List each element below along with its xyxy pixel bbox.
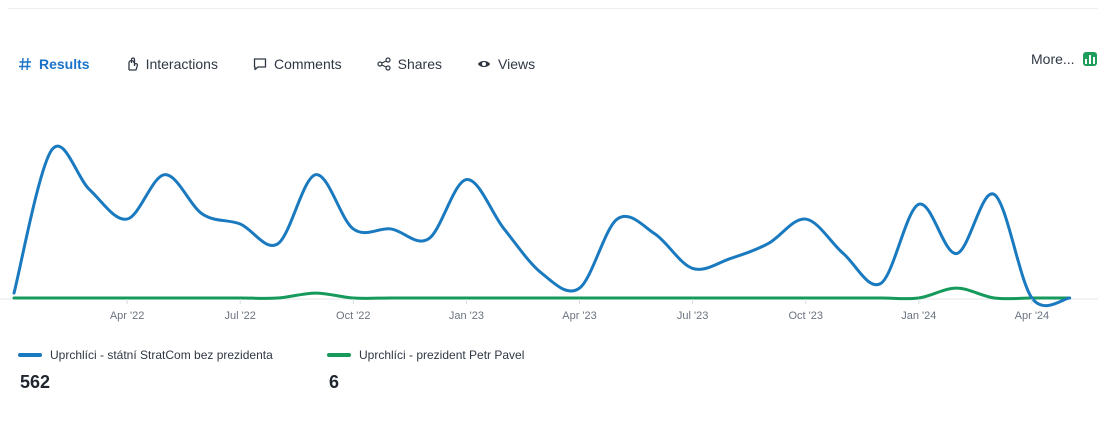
line-chart: Apr '22 Jul '22 Oct '22 Jan '23 Apr '23 Jul '… <box>0 144 1098 322</box>
share-icon <box>377 57 391 71</box>
legend-label: Uprchlíci - prezident Petr Pavel <box>359 348 525 362</box>
tab-label: Interactions <box>145 56 218 72</box>
card-top-border <box>8 8 1098 9</box>
x-tick-label: Oct '23 <box>788 310 823 322</box>
series-line-2[interactable] <box>12 286 1072 301</box>
tab-results[interactable]: Results <box>18 56 90 72</box>
x-tick-label: Jan '24 <box>901 310 936 322</box>
legend-item-series-2[interactable]: Uprchlíci - prezident Petr Pavel 6 <box>327 348 524 393</box>
legend-total: 562 <box>20 372 51 392</box>
comment-icon <box>253 57 267 71</box>
x-tick-label: Apr '24 <box>1015 310 1050 322</box>
tab-interactions[interactable]: Interactions <box>125 56 218 72</box>
legend-total: 6 <box>329 372 340 392</box>
more-label: More... <box>1031 51 1075 67</box>
tab-label: Views <box>498 56 536 72</box>
x-tick-label: Jul '23 <box>677 310 708 322</box>
x-tick-label: Jul '22 <box>224 310 255 322</box>
x-tick-label: Oct '22 <box>336 310 371 322</box>
x-tick-label: Jan '23 <box>449 310 484 322</box>
tab-label: Comments <box>273 56 342 72</box>
tab-label: Shares <box>397 56 442 72</box>
eye-icon <box>477 57 491 71</box>
more-button[interactable]: More... <box>1031 51 1097 67</box>
legend-label: Uprchlíci - státní StratCom bez preziden… <box>50 348 273 362</box>
interactions-icon <box>125 57 139 71</box>
legend-swatch <box>327 353 351 357</box>
bar-chart-icon <box>1082 52 1097 66</box>
x-tick-label: Apr '23 <box>562 310 597 322</box>
metric-tabs: Results Interactions Comments Shares Vie… <box>18 54 570 74</box>
tab-shares[interactable]: Shares <box>377 56 442 72</box>
legend-item-series-1[interactable]: Uprchlíci - státní StratCom bez preziden… <box>18 348 273 393</box>
tab-comments[interactable]: Comments <box>253 56 342 72</box>
x-tick-label: Apr '22 <box>110 310 145 322</box>
tab-views[interactable]: Views <box>477 56 535 72</box>
tab-label: Results <box>39 56 90 72</box>
series-line-1[interactable] <box>12 144 1072 308</box>
hash-icon <box>18 57 32 71</box>
legend-swatch <box>18 353 42 357</box>
